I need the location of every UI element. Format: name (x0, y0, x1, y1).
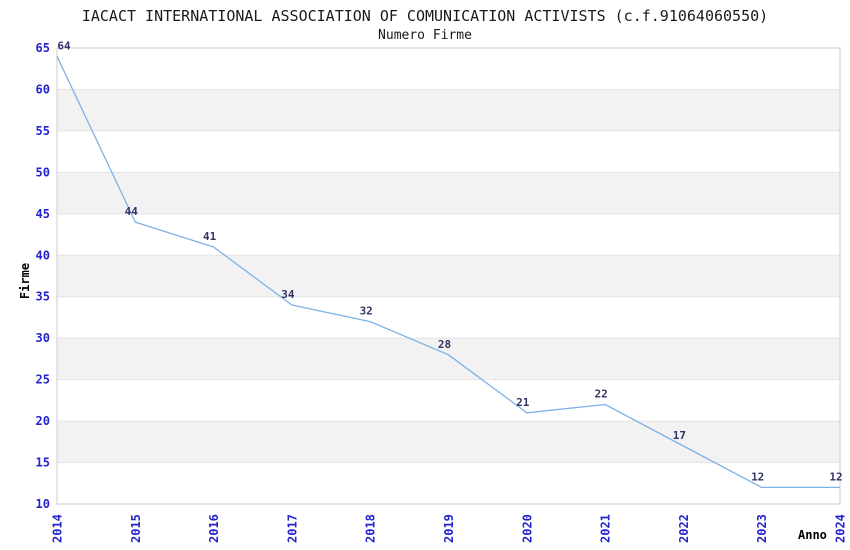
x-tick-label: 2016 (207, 514, 221, 543)
data-point-label: 21 (516, 396, 530, 409)
x-tick-label: 2020 (520, 514, 534, 543)
x-tick-label: 2014 (51, 514, 65, 543)
y-tick-label: 20 (36, 414, 50, 428)
data-point-label: 22 (594, 388, 607, 401)
data-point-label: 34 (281, 288, 295, 301)
background-band (57, 338, 840, 380)
data-point-label: 32 (360, 305, 373, 318)
data-point-label: 64 (57, 39, 71, 52)
x-tick-label: 2022 (677, 514, 691, 543)
data-point-label: 12 (829, 470, 842, 483)
background-band (57, 421, 840, 463)
data-point-label: 28 (438, 338, 451, 351)
x-tick-label: 2017 (285, 514, 299, 543)
y-tick-label: 50 (36, 165, 50, 179)
data-point-label: 12 (751, 470, 764, 483)
x-tick-label: 2023 (755, 514, 769, 543)
y-tick-label: 25 (36, 373, 50, 387)
y-tick-label: 40 (36, 248, 50, 262)
x-axis-title: Anno (798, 528, 827, 542)
x-tick-label: 2024 (834, 514, 848, 543)
data-point-label: 41 (203, 230, 217, 243)
data-point-label: 44 (125, 205, 139, 218)
background-band (57, 89, 840, 131)
background-band (57, 255, 840, 297)
x-tick-label: 2015 (129, 514, 143, 543)
chart-subtitle: Numero Firme (378, 28, 472, 43)
x-tick-label: 2021 (599, 514, 613, 543)
y-tick-label: 45 (36, 207, 50, 221)
y-tick-label: 15 (36, 456, 50, 470)
data-point-label: 17 (673, 429, 686, 442)
chart-title: IACACT INTERNATIONAL ASSOCIATION OF COMU… (81, 7, 769, 25)
background-band (57, 172, 840, 214)
y-tick-label: 30 (36, 331, 50, 345)
x-tick-label: 2018 (364, 514, 378, 543)
plot-border (56, 47, 841, 505)
data-line (56, 56, 840, 489)
y-tick-label: 60 (36, 83, 50, 97)
y-tick-label: 65 (36, 41, 50, 55)
y-tick-label: 10 (36, 497, 50, 511)
x-tick-label: 2019 (442, 514, 456, 543)
y-tick-label: 55 (36, 124, 50, 138)
y-tick-label: 35 (36, 290, 50, 304)
